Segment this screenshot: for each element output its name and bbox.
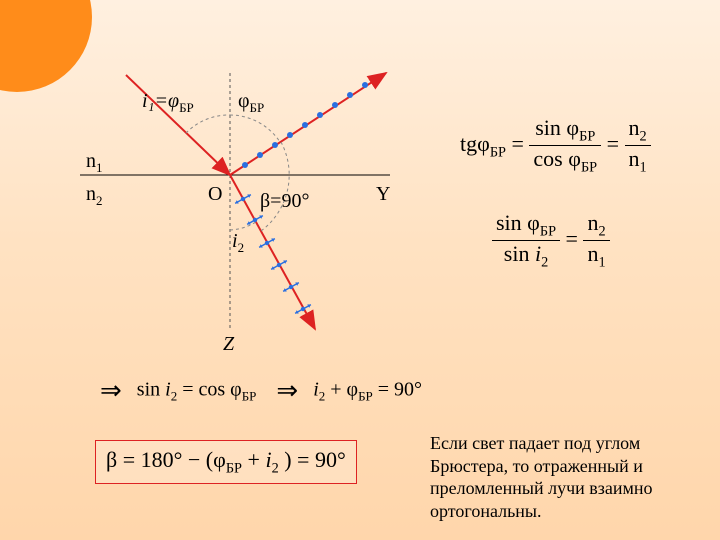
svg-text:i₁=φБР: i₁=φБР <box>142 90 194 115</box>
explanatory-note: Если свет падает под углом Брюстера, то … <box>430 432 690 522</box>
svg-text:n1: n1 <box>86 150 103 175</box>
frac-n2n1-a: n2 n1 <box>625 115 651 177</box>
frac-snell-lhs: sin φБР sin i2 <box>492 210 560 272</box>
svg-text:i2: i2 <box>232 230 244 255</box>
svg-text:Y: Y <box>376 183 390 205</box>
frac-n2n1-b: n2 n1 <box>583 210 609 272</box>
optics-diagram: n1 n2 O Y Zi₁=φБР φБР β=90° i2 <box>80 55 440 375</box>
svg-text:n2: n2 <box>86 183 103 208</box>
implies-icon: ⇒ <box>276 376 298 406</box>
svg-text:O: O <box>208 183 222 205</box>
frac-sincos: sin φБР cos φБР <box>529 115 601 177</box>
diagram-svg: n1 n2 O Y Zi₁=φБР φБР β=90° i2 <box>80 55 440 375</box>
eq-tg-lhs: tgφ <box>460 131 490 156</box>
equation-snell: sin φБР sin i2 = n2 n1 <box>492 210 610 272</box>
svg-text:φБР: φБР <box>238 90 264 115</box>
equation-implication-row: ⇒ sin i2 = cos φБР ⇒ i2 + φБР = 90° <box>100 376 422 406</box>
implies-icon: ⇒ <box>100 376 122 406</box>
svg-text:Z: Z <box>223 333 235 355</box>
svg-text:β=90°: β=90° <box>260 190 309 212</box>
equation-tangent: tgφБР = sin φБР cos φБР = n2 n1 <box>460 115 651 177</box>
equation-boxed-beta: β = 180° − (φБР + i2 ) = 90° <box>95 440 357 484</box>
